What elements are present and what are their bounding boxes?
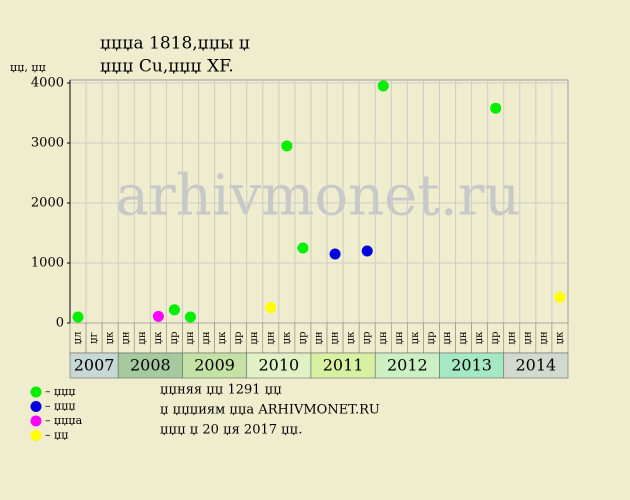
month-label: џк [410,331,421,345]
point [265,301,277,313]
month-label: џн [506,331,517,345]
legend-swatch [30,415,42,427]
year-band [374,352,440,379]
year-band [69,352,119,379]
month-label: џк [281,331,292,345]
point [72,311,84,323]
month-label: џн [330,331,341,345]
month-label: џн [201,331,212,345]
month-label: џг [89,332,100,344]
point [168,304,180,316]
month-label: џр [426,332,437,345]
point [152,310,164,322]
chart-subtitle: џџџ Cu,џџџ XF. [100,57,234,77]
point [490,102,502,114]
month-label: џн [137,331,148,345]
legend-label: – џџџ [45,400,76,413]
watermark: arhivmonet.ru [116,164,521,229]
y-axis-label: џџ, џџ [10,61,46,74]
month-label: џр [362,332,373,345]
year-band [439,352,505,379]
month-label: џн [394,331,405,345]
month-label: џр [233,332,244,345]
y-tick-label: 1000 [31,256,64,271]
footer-text: џџџ џ 20 џя 2017 џџ. [160,423,302,438]
year-label: 2007 [74,356,115,375]
month-label: џн [314,331,325,345]
footer-text: џџняя џџ 1291 џџ [160,383,282,398]
year-label: 2010 [258,356,299,375]
legend-label: – џџ [45,429,68,442]
legend-swatch [30,386,42,398]
month-label: џн [378,331,389,345]
y-tick-label: 2000 [31,196,64,211]
y-tick-label: 3000 [31,136,64,151]
point [297,242,309,254]
month-label: џк [217,331,228,345]
year-label: 2008 [130,356,171,375]
point [281,140,293,152]
month-label: џн [538,331,549,345]
month-label: џн [265,331,276,345]
month-label: џн [442,331,453,345]
month-label: џн [121,331,132,345]
month-label: џр [490,332,501,345]
month-label: џн [458,331,469,345]
legend-swatch [30,401,42,412]
year-band [182,352,248,379]
month-label: џн [249,331,260,345]
month-label: џк [346,331,357,345]
y-tick-label: 4000 [31,76,64,91]
month-label: џл [73,332,84,345]
point [554,291,566,303]
month-label: џк [153,331,164,345]
y-tick-label: 0 [56,316,64,331]
point [377,80,389,92]
legend-swatch [30,430,42,441]
point [361,245,373,257]
point [329,248,341,260]
month-label: џк [554,331,565,345]
month-label: џр [169,332,180,345]
year-label: 2013 [451,356,492,375]
year-band [117,352,183,379]
year-label: 2014 [516,356,557,375]
year-label: 2011 [323,356,364,375]
chart-title: џџџа 1818,џџы џ [100,34,250,54]
point [184,311,196,323]
month-label: џр [297,332,308,345]
month-label: џн [522,331,533,345]
legend-label: – џџџ [45,385,76,398]
month-label: џк [474,331,485,345]
legend-label: – џџџа [45,414,83,427]
year-label: 2012 [387,356,428,375]
month-label: џк [105,331,116,345]
month-label: џн [185,331,196,345]
year-label: 2009 [194,356,235,375]
year-band [503,352,569,379]
footer-text: џ џџџиям џџа ARHIVMONET.RU [160,403,380,418]
year-band [246,352,312,379]
